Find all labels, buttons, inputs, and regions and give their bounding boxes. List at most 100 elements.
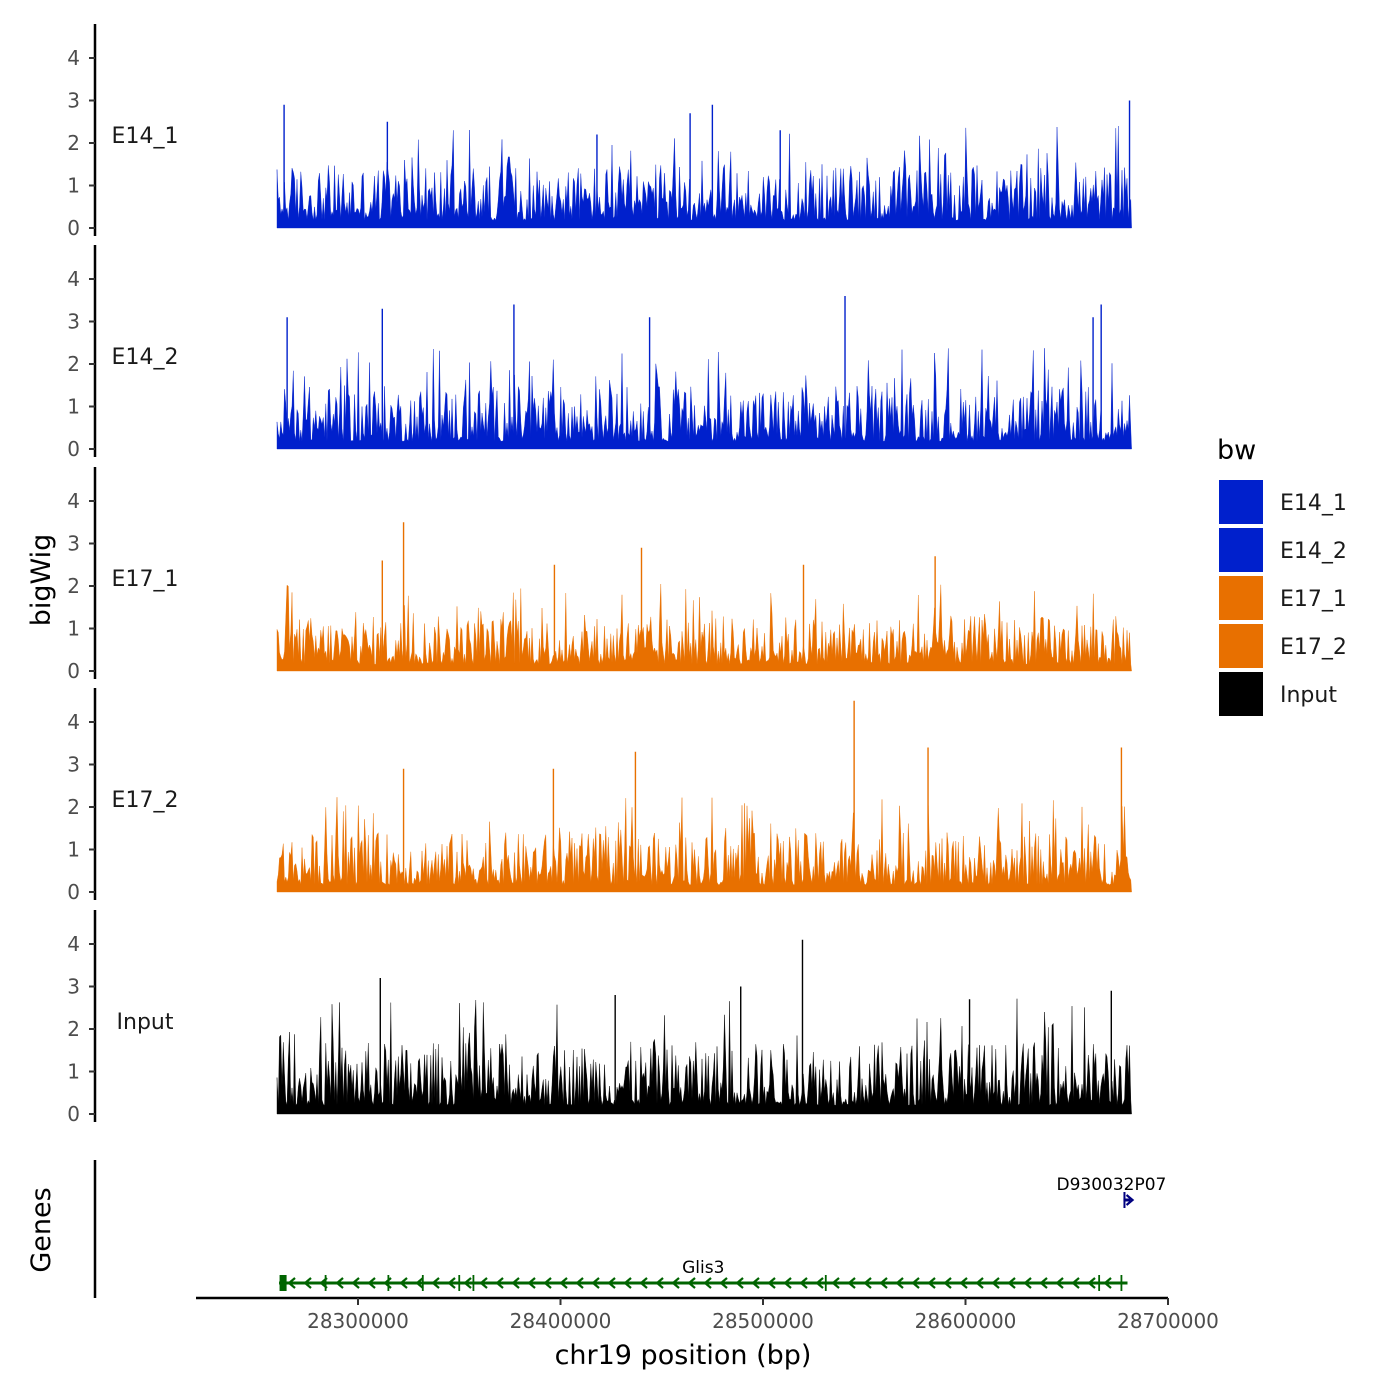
strand-arrow	[447, 1277, 456, 1289]
y-tick-label: 1	[67, 174, 80, 198]
strand-arrow	[863, 1277, 872, 1289]
strand-arrow	[559, 1277, 568, 1289]
strand-arrow	[1071, 1277, 1080, 1289]
strand-arrow	[959, 1277, 968, 1289]
exon	[387, 1275, 390, 1291]
y-tick-label: 4	[67, 710, 80, 734]
signal-area-Input	[276, 998, 1132, 1115]
strand-arrow	[431, 1277, 440, 1289]
signal-area-E14_1	[276, 125, 1132, 229]
strand-arrow	[1103, 1277, 1112, 1289]
exon	[1120, 1275, 1123, 1291]
exon	[1123, 1192, 1126, 1208]
track-E17_1: 0 1 2 3 4 E17_1	[67, 467, 1132, 683]
y-tick-label: 3	[67, 310, 80, 334]
strand-arrow	[351, 1277, 360, 1289]
legend-swatch-E17_2	[1219, 624, 1263, 668]
gene-label-Glis3: Glis3	[682, 1258, 724, 1278]
y-tick-label: 1	[67, 1060, 80, 1084]
track-label-Input: Input	[117, 1010, 174, 1035]
exon	[472, 1275, 475, 1291]
legend-label-E17_2: E17_2	[1280, 635, 1347, 660]
strand-arrow	[543, 1277, 552, 1289]
strand-arrow	[783, 1277, 792, 1289]
strand-arrow	[1023, 1277, 1032, 1289]
strand-arrow	[847, 1277, 856, 1289]
y-tick-label: 3	[67, 532, 80, 556]
signal-area-E17_1	[276, 583, 1132, 672]
y-tick-label: 4	[67, 46, 80, 70]
strand-arrow	[767, 1277, 776, 1289]
strand-arrow	[367, 1277, 376, 1289]
strand-arrow	[815, 1277, 824, 1289]
y-tick-label: 1	[67, 838, 80, 862]
strand-arrow	[687, 1277, 696, 1289]
x-axis-title: chr19 position (bp)	[555, 1340, 812, 1371]
x-axis: 28300000 28400000 28500000 28600000 28700000	[196, 1296, 1219, 1333]
y-axis-title: bigWig	[26, 534, 57, 627]
exon	[421, 1275, 424, 1291]
strand-arrow	[1125, 1194, 1135, 1206]
strand-arrow	[591, 1277, 600, 1289]
gene-label-D930032P07: D930032P07	[1057, 1175, 1167, 1195]
strand-arrow	[1007, 1277, 1016, 1289]
strand-arrow	[1039, 1277, 1048, 1289]
y-tick-label: 0	[67, 880, 80, 904]
strand-arrow	[655, 1277, 664, 1289]
strand-arrow	[1055, 1277, 1064, 1289]
y-tick-label: 4	[67, 267, 80, 291]
genes-axis-title: Genes	[26, 1187, 57, 1272]
strand-arrow	[831, 1277, 840, 1289]
exon	[458, 1275, 461, 1291]
genes-layer: Glis3 D930032P07 28300000 28400000 28500000 2…	[93, 1160, 1219, 1333]
x-tick-label: 28500000	[712, 1309, 814, 1333]
y-tick-label: 3	[67, 89, 80, 113]
legend-label-E14_1: E14_1	[1280, 491, 1347, 516]
exon	[824, 1275, 827, 1291]
strand-arrow	[527, 1277, 536, 1289]
y-tick-label: 0	[67, 216, 80, 240]
y-tick-label: 1	[67, 617, 80, 641]
gene-D930032P07: D930032P07	[1057, 1175, 1167, 1208]
strand-arrow	[895, 1277, 904, 1289]
strand-arrow	[943, 1277, 952, 1289]
signal-area-E14_2	[276, 348, 1132, 450]
y-tick-label: 0	[67, 437, 80, 461]
y-tick-label: 3	[67, 975, 80, 999]
track-Input: 0 1 2 3 4 Input	[67, 910, 1132, 1126]
strand-arrow	[415, 1277, 424, 1289]
strand-arrow	[703, 1277, 712, 1289]
strand-arrow	[287, 1277, 296, 1289]
y-tick-label: 2	[67, 574, 80, 598]
y-tick-label: 2	[67, 1017, 80, 1041]
legend: bw E14_1 E14_2 E17_1 E17_2 Input	[1217, 435, 1347, 716]
x-tick-label: 28600000	[915, 1309, 1017, 1333]
track-E14_1: 0 1 2 3 4 E14_1	[67, 24, 1132, 240]
y-tick-label: 3	[67, 753, 80, 777]
strand-arrow	[607, 1277, 616, 1289]
x-tick-label: 28400000	[510, 1309, 612, 1333]
strand-arrow	[991, 1277, 1000, 1289]
strand-arrow	[463, 1277, 472, 1289]
legend-swatch-E14_2	[1219, 528, 1263, 572]
x-tick-label: 28300000	[307, 1309, 409, 1333]
track-label-E14_1: E14_1	[112, 124, 179, 149]
legend-swatch-E14_1	[1219, 480, 1263, 524]
y-tick-label: 0	[67, 659, 80, 683]
track-label-E17_2: E17_2	[112, 788, 179, 813]
strand-arrow	[335, 1277, 344, 1289]
legend-label-Input: Input	[1280, 683, 1337, 708]
track-E17_2: 0 1 2 3 4 E17_2	[67, 688, 1132, 904]
strand-arrow	[879, 1277, 888, 1289]
strand-arrow	[623, 1277, 632, 1289]
strand-arrow	[975, 1277, 984, 1289]
strand-arrow	[1087, 1277, 1096, 1289]
strand-arrow	[495, 1277, 504, 1289]
y-tick-label: 2	[67, 131, 80, 155]
y-tick-label: 4	[67, 932, 80, 956]
legend-swatch-Input	[1219, 672, 1263, 716]
strand-arrow	[479, 1277, 488, 1289]
strand-arrow	[799, 1277, 808, 1289]
strand-arrow	[671, 1277, 680, 1289]
